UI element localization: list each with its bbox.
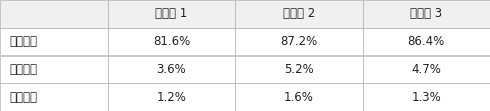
Bar bbox=[363, 28, 490, 56]
Text: 1.6%: 1.6% bbox=[284, 91, 314, 104]
Text: 5.2%: 5.2% bbox=[284, 63, 314, 76]
Bar bbox=[235, 0, 363, 28]
Text: 实施例 2: 实施例 2 bbox=[283, 7, 315, 20]
Text: 3.6%: 3.6% bbox=[157, 63, 186, 76]
Bar bbox=[0, 56, 108, 83]
Bar bbox=[0, 0, 108, 28]
Bar bbox=[235, 56, 363, 83]
Text: 一等麦冬: 一等麦冬 bbox=[10, 35, 38, 48]
Text: 二等麦冬: 二等麦冬 bbox=[10, 63, 38, 76]
Text: 1.3%: 1.3% bbox=[412, 91, 441, 104]
Text: 实施例 3: 实施例 3 bbox=[410, 7, 442, 20]
Text: 三等麦冬: 三等麦冬 bbox=[10, 91, 38, 104]
Bar bbox=[0, 83, 108, 111]
Bar bbox=[235, 83, 363, 111]
Text: 实施例 1: 实施例 1 bbox=[155, 7, 188, 20]
Bar bbox=[363, 0, 490, 28]
Bar bbox=[363, 83, 490, 111]
Bar bbox=[0, 28, 108, 56]
Text: 86.4%: 86.4% bbox=[408, 35, 445, 48]
Text: 1.2%: 1.2% bbox=[157, 91, 186, 104]
Text: 4.7%: 4.7% bbox=[412, 63, 441, 76]
Bar bbox=[108, 28, 235, 56]
Bar bbox=[108, 56, 235, 83]
Text: 87.2%: 87.2% bbox=[280, 35, 318, 48]
Bar bbox=[235, 28, 363, 56]
Bar bbox=[108, 83, 235, 111]
Text: 81.6%: 81.6% bbox=[153, 35, 190, 48]
Bar bbox=[363, 56, 490, 83]
Bar bbox=[108, 0, 235, 28]
